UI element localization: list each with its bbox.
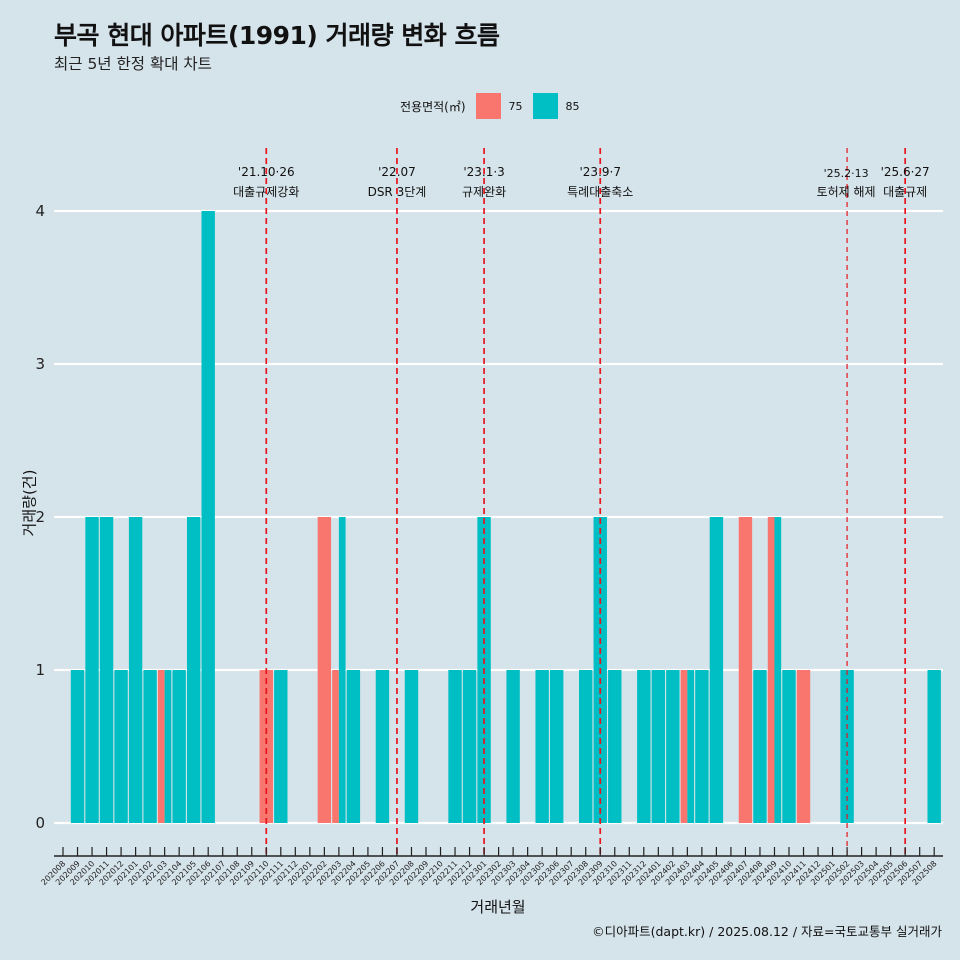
bar-85: [338, 517, 346, 823]
bar-85: [535, 670, 549, 823]
bar-85: [927, 670, 941, 823]
bar-85: [346, 670, 361, 823]
bar-85: [128, 517, 143, 823]
legend-label-85: 85: [565, 99, 580, 113]
event-annotations: '21.10·26 대출규제강화 '22.07 DSR 3단계 '23.1·3 규제완화 '…: [233, 165, 930, 199]
bar-75: [680, 670, 688, 823]
event-date: '25.2·13: [824, 167, 869, 180]
event-lines: [265, 148, 907, 856]
bar-85: [687, 670, 695, 823]
bar-85: [172, 670, 186, 823]
x-axis: 2020082020092020102020112020122021012021…: [39, 847, 943, 887]
bar-75: [767, 517, 775, 823]
chart-subtitle: 최근 5년 한정 확대 차트: [54, 55, 212, 73]
x-axis-title: 거래년월: [470, 898, 526, 916]
event-date: '23.1·3: [463, 165, 504, 179]
event-label: 대출규제: [883, 185, 927, 199]
bar-85: [375, 670, 390, 823]
bar-75: [796, 670, 811, 823]
y-tick-label: 1: [35, 661, 45, 679]
event-label: 토허제 해제: [817, 185, 876, 199]
bar-85: [666, 670, 680, 823]
bar-85: [651, 670, 666, 823]
bar-85: [549, 670, 564, 823]
bar-85: [637, 670, 651, 823]
bar-85: [462, 670, 477, 823]
chart-title: 부곡 현대 아파트(1991) 거래량 변화 흐름: [54, 21, 500, 50]
legend-label-75: 75: [508, 99, 523, 113]
event-date: '23.9·7: [580, 165, 621, 179]
bar-85: [164, 670, 172, 823]
y-tick-label: 2: [35, 508, 45, 526]
bar-85: [114, 670, 128, 823]
bar-75: [157, 670, 165, 823]
legend-title: 전용면적(㎡): [400, 99, 466, 114]
bar-85: [186, 517, 201, 823]
bar-85: [143, 670, 157, 823]
event-label: 특례대출축소: [567, 185, 633, 199]
event-label: 규제완화: [462, 185, 506, 199]
bar-75: [259, 670, 273, 823]
legend: 전용면적(㎡) 75 85: [400, 93, 590, 119]
legend-swatch-85: [532, 93, 558, 119]
bar-85: [695, 670, 709, 823]
bar-85: [99, 517, 114, 823]
bar-85: [782, 670, 796, 823]
bar-85: [579, 670, 593, 823]
bar-85: [753, 670, 767, 823]
bar-85: [506, 670, 520, 823]
bar-85: [404, 670, 419, 823]
source-caption: ©디아파트(dapt.kr) / 2025.08.12 / 자료=국토교통부 실…: [592, 924, 942, 939]
bar-75: [332, 670, 339, 823]
bar-85: [274, 670, 288, 823]
bar-85: [448, 670, 462, 823]
bar-85: [85, 517, 99, 823]
event-label: 대출규제강화: [233, 185, 299, 199]
event-date: '25.6·27: [881, 165, 930, 179]
bar-85: [608, 670, 622, 823]
bar-75: [738, 517, 753, 823]
bar-85: [201, 211, 215, 823]
bar-85: [709, 517, 724, 823]
bar-85: [70, 670, 85, 823]
y-axis: 0 1 2 3 4: [35, 202, 45, 832]
event-date: '21.10·26: [238, 165, 295, 179]
legend-swatch-75: [475, 93, 501, 119]
event-label: DSR 3단계: [368, 185, 427, 199]
y-axis-title: 거래량(건): [20, 469, 39, 537]
event-date: '22.07: [378, 165, 416, 179]
bar-75: [317, 517, 332, 823]
y-tick-label: 0: [35, 814, 45, 832]
y-tick-label: 3: [35, 355, 45, 373]
y-tick-label: 4: [35, 202, 45, 220]
bar-85: [774, 517, 782, 823]
